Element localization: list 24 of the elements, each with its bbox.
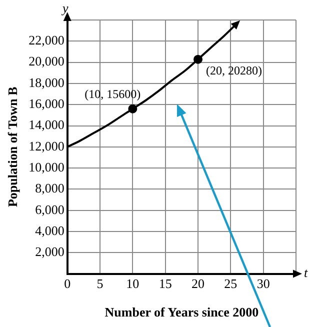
y-tick-label: 20,000: [28, 54, 64, 69]
x-tick-label: 0: [64, 276, 71, 292]
y-tick-label: 2,000: [35, 244, 64, 260]
x-tick-label: 25: [224, 276, 238, 292]
text: y: [60, 0, 68, 16]
y-tick-label: 8,000: [35, 180, 64, 196]
y-tick-label: 10,000: [28, 159, 64, 174]
y-tick-label: 18,000: [28, 74, 64, 90]
x-tick-label: 20: [192, 276, 205, 292]
annotation: (10, 15600): [84, 86, 141, 101]
annotation: (20, 20280): [206, 63, 262, 78]
x-tick-label: 5: [96, 276, 104, 292]
x-tick-label: 10: [126, 276, 140, 292]
y-tick-label: 16,000: [28, 96, 64, 112]
x-tick-label: 15: [158, 276, 172, 292]
y-tick-label: 6,000: [35, 202, 64, 217]
y-tick-label: 22,000: [28, 32, 64, 48]
y-tick-label: 14,000: [28, 117, 64, 132]
x-tick-label: 30: [256, 276, 270, 292]
y-axis-title: Population of Town B: [5, 86, 20, 208]
text: t: [304, 265, 308, 280]
y-tick-label: 4,000: [35, 222, 64, 238]
x-axis-title: Number of Years since 2000: [104, 304, 259, 320]
y-tick-label: 12,000: [28, 138, 64, 154]
